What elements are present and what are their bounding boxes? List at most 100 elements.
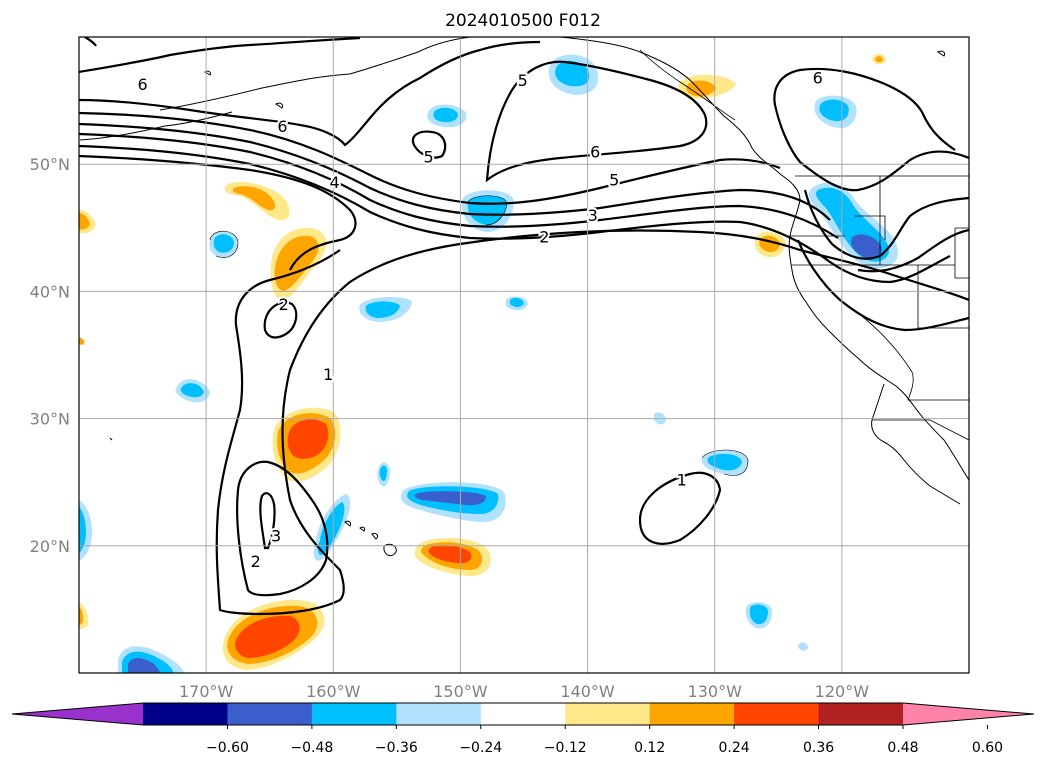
hawaii-islands: [344, 520, 397, 557]
colorbar-tick-label: 0.36: [803, 740, 834, 756]
anomaly-patch: [274, 235, 319, 291]
lat-tick-label: 50°N: [30, 155, 70, 174]
contour-label: 6: [813, 69, 823, 88]
colorbar-tick-label: 0.60: [972, 740, 1003, 756]
contour-label: 3: [588, 206, 598, 225]
colorbar-segment: [480, 703, 566, 725]
gridlines: [79, 37, 969, 673]
anomaly-patch: [213, 234, 234, 253]
longitude-labels: 170°W 160°W 150°W 140°W 130°W 120°W: [179, 682, 869, 701]
anomaly-outline-path: [467, 195, 508, 226]
contour-line: [638, 471, 722, 545]
contour-line: [796, 239, 969, 332]
anomaly-outline-path: [209, 230, 239, 258]
lon-tick-label: 120°W: [815, 682, 870, 701]
contour-line: [259, 492, 276, 550]
anomaly-patch: [749, 604, 768, 625]
colorbar-segment: [143, 703, 228, 725]
coastline-alaska: [159, 37, 471, 111]
anomaly-patch: [510, 297, 524, 307]
coastline-gulf-alaska: [559, 37, 781, 175]
anomaly-patch: [317, 502, 345, 556]
contour-label: 5: [609, 170, 619, 189]
contour-label: 6: [137, 75, 147, 94]
colorbar-segment: [818, 703, 904, 725]
lat-tick-label: 40°N: [30, 282, 70, 301]
lat-tick-label: 20°N: [30, 537, 70, 556]
colorbar-segment: [734, 703, 820, 725]
contour-line: [773, 67, 969, 192]
colorbar-tick-label: −0.12: [544, 740, 587, 756]
lon-tick-label: 160°W: [306, 682, 361, 701]
lon-tick-label: 140°W: [560, 682, 615, 701]
anomaly-patch: [707, 453, 742, 471]
anomaly-patch: [79, 606, 84, 626]
ocean-background: [79, 37, 969, 673]
colorbar-tick-label: −0.48: [290, 740, 333, 756]
anomaly-patch: [365, 301, 400, 318]
lat-tick-label: 30°N: [30, 410, 70, 429]
colorbar-segment: [565, 703, 651, 725]
anomaly-patch: [287, 419, 329, 459]
contour-line: [485, 60, 708, 183]
anomaly-patch: [79, 506, 86, 554]
contour-label: 6: [277, 117, 287, 136]
small-island: [109, 50, 945, 441]
anomaly-patch: [79, 337, 85, 345]
border-alaska-canada: [639, 49, 736, 121]
latitude-labels: 50°N 40°N 30°N 20°N: [30, 155, 70, 556]
colorbar-tick-label: 0.24: [719, 740, 750, 756]
anomaly-outline: [209, 195, 749, 476]
contour-line: [79, 144, 951, 284]
border-state-4: [855, 215, 886, 240]
anomaly-patch: [180, 383, 204, 398]
coastline-aleutians: [79, 111, 233, 141]
contour-label: 6: [590, 142, 600, 161]
contour-label: 2: [539, 228, 549, 247]
anomaly-patch: [235, 615, 300, 658]
coastline-baja: [871, 383, 961, 505]
border-state-2: [954, 227, 969, 279]
contour-line: [79, 40, 541, 147]
contour-label: 4: [329, 173, 339, 192]
colorbar-segment: [396, 703, 482, 725]
contour-line: [79, 37, 361, 74]
colorbar-tick-label: −0.36: [375, 740, 418, 756]
lon-tick-label: 170°W: [179, 682, 234, 701]
contour-label: 3: [271, 527, 281, 546]
contour-label: 2: [279, 295, 289, 314]
anomaly-patch: [798, 642, 808, 651]
contour-label: 5: [518, 71, 528, 90]
colorbar: −0.60 −0.48 −0.36 −0.24 −0.12 0.12 0.24 0.36 0.4…: [11, 702, 1035, 756]
contour-line: [803, 189, 969, 260]
anomaly-patch: [414, 491, 486, 506]
anomaly-patch: [128, 658, 161, 673]
anomaly-patch: [875, 56, 883, 63]
anomaly-patch: [555, 60, 590, 87]
anomaly-patch: [851, 234, 882, 258]
colorbar-tick-label: 0.48: [887, 740, 918, 756]
contour-line: [215, 229, 969, 616]
border-state-3: [917, 265, 969, 329]
anomaly-outline-path: [701, 449, 749, 476]
anomaly-patch: [232, 186, 276, 211]
lon-tick-label: 130°W: [688, 682, 743, 701]
colorbar-segment: [227, 703, 313, 725]
contour-line: [236, 460, 329, 597]
coastlines: [79, 37, 969, 557]
colorbar-tick-label: −0.60: [206, 740, 249, 756]
contour-line: [79, 122, 831, 221]
anomaly-patch: [379, 465, 387, 482]
colorbar-segment: [649, 703, 735, 725]
colorbar-extend-min: [12, 703, 143, 725]
contour-label: 1: [323, 365, 333, 384]
map-title: 2024010500 F012: [445, 11, 601, 31]
colorbar-segment: [311, 703, 397, 725]
contour-label: 1: [677, 471, 687, 490]
contour-line: [84, 37, 97, 47]
contour-label: 5: [424, 148, 434, 167]
coastline-pacific-nw: [779, 173, 969, 481]
